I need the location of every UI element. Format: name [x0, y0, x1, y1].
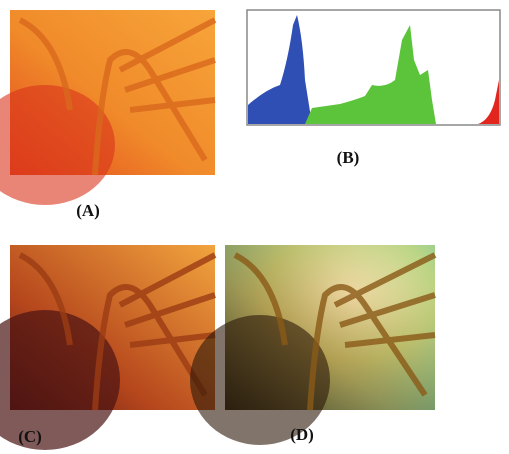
- image-d: [190, 245, 435, 445]
- panel-label: (B): [337, 148, 360, 167]
- panel-label: (C): [18, 427, 42, 446]
- image-c: [0, 245, 215, 450]
- panel-label: (D): [290, 425, 314, 444]
- figure: (B) (A) (C) (D): [0, 0, 509, 454]
- image-a: [0, 10, 215, 205]
- histogram: [247, 10, 500, 125]
- panel-label: (A): [76, 201, 100, 220]
- page: (B) (A) (C) (D) (() => { const data = JS…: [0, 0, 509, 454]
